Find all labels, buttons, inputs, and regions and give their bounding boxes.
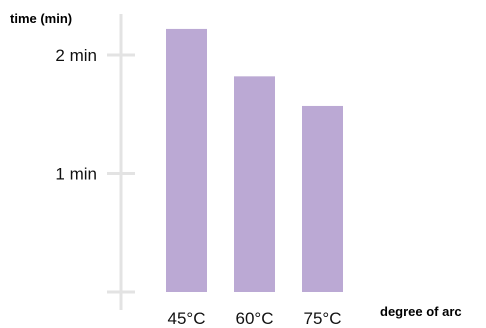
x-tick-label: 75°C (304, 309, 342, 328)
bar (302, 105, 343, 292)
y-tick-group: 1 min 2 min (55, 46, 135, 294)
x-tick-label: 45°C (168, 309, 206, 328)
bar (166, 28, 207, 293)
y-axis-title: time (min) (10, 11, 72, 26)
bar-group (166, 28, 343, 293)
x-tick-label: 60°C (236, 309, 274, 328)
x-tick-label-group: 45°C 60°C 75°C (168, 309, 342, 328)
x-axis-title: degree of arc (380, 304, 462, 319)
bar (234, 76, 275, 292)
y-tick-label: 2 min (55, 46, 97, 65)
y-tick-label: 1 min (55, 165, 97, 184)
